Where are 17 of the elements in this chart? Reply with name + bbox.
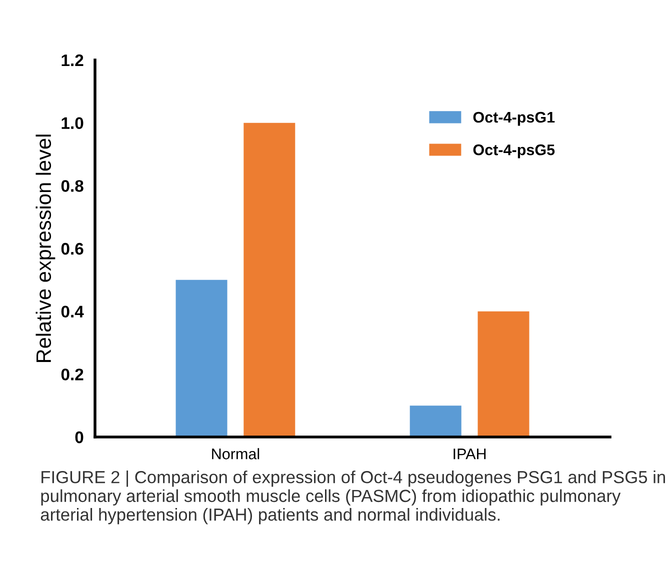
y-tick-label: 1.0 (62, 117, 84, 130)
y-tick-label: 1.2 (62, 54, 84, 66)
x-tick-label: Normal (212, 448, 260, 460)
y-tick-label: 0.6 (61, 242, 84, 255)
y-tick-label: 0 (75, 431, 84, 444)
y-tick-label: 0.4 (61, 306, 84, 318)
bar (478, 311, 530, 437)
y-axis-title: Relative expression level (36, 134, 56, 362)
legend-label: Oct-4-psG1 (473, 112, 555, 126)
y-tick-label: 0.8 (61, 180, 84, 192)
caption: FIGURE 2 | Comparison of expression of Oct-4 pseudogenes PSG1 and PSG5 in pulmonary arterial smooth muscle cells (PASMC) from idiopathic pulmonary arterial hypertension (IPAH) patients and normal individuals. (40, 470, 665, 524)
legend-label: Oct-4-psG5 (473, 144, 555, 158)
bar (244, 122, 296, 437)
bar (176, 280, 228, 437)
y-tick-label: 0.2 (61, 368, 84, 380)
bar (410, 406, 462, 437)
x-tick-label: IPAH (454, 448, 486, 460)
